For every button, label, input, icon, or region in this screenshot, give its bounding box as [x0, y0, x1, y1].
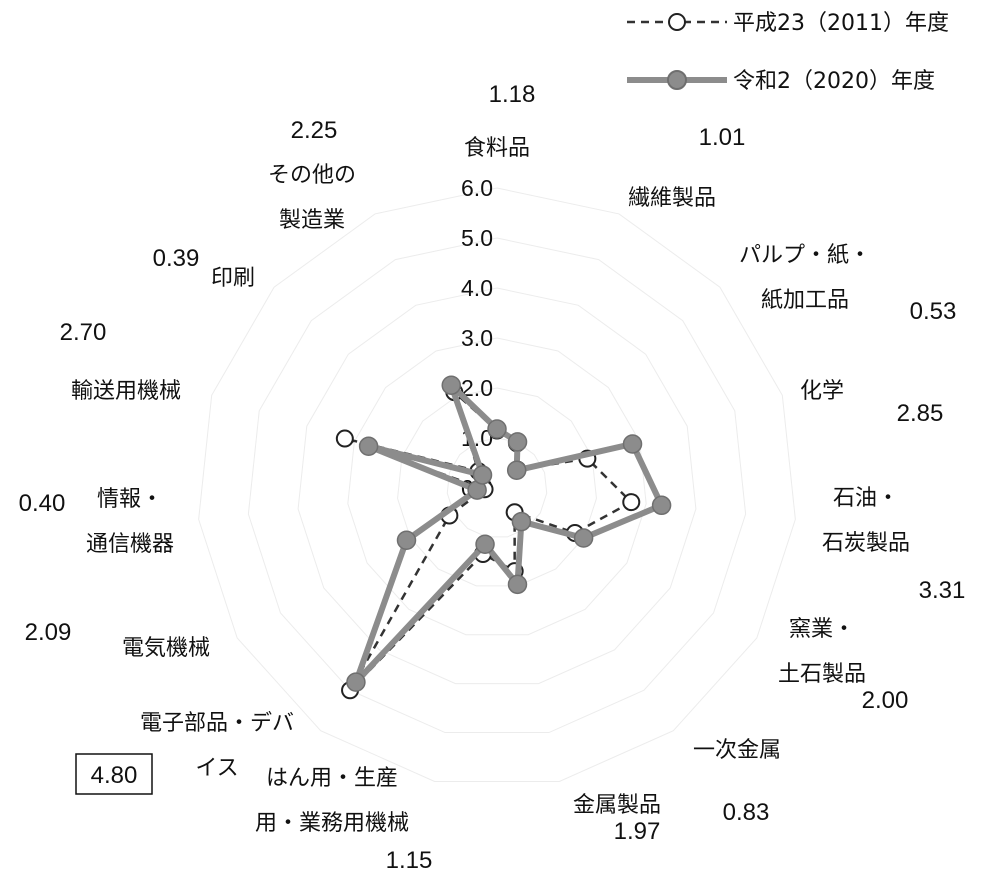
value-label: 2.09 [25, 619, 72, 646]
axis-tick-label: 4.0 [461, 275, 493, 301]
series-point-2 [506, 460, 527, 481]
value-labels: 1.18 1.01 0.53 2.85 3.31 2.00 0.83 1.97 1.15 4.80… [19, 81, 966, 872]
series-point-2 [507, 574, 528, 595]
series-point-2 [573, 528, 594, 548]
category-label: 繊維製品 [628, 186, 716, 211]
value-label: 1.01 [699, 124, 746, 151]
value-label: 3.31 [919, 577, 966, 604]
category-label: 印刷 [211, 266, 255, 291]
category-label: 電子部品・デバイス [140, 711, 294, 781]
value-label: 0.39 [153, 245, 200, 272]
series-point-2 [475, 534, 495, 554]
grid-ring [198, 187, 796, 782]
grid-layer [198, 187, 796, 782]
series-point-2 [358, 436, 379, 457]
legend-label: 令和2（2020）年度 [733, 69, 935, 94]
category-label: 食料品 [464, 136, 530, 161]
value-label: 2.85 [897, 400, 944, 427]
series-point-1 [622, 493, 641, 512]
value-label: 1.97 [614, 818, 661, 845]
category-label: 輸送用機械 [71, 379, 181, 404]
category-label: 金属製品 [573, 793, 661, 818]
series-layer [335, 375, 672, 700]
value-label: 2.25 [291, 117, 338, 144]
value-label: 0.40 [19, 490, 66, 517]
highlight-box [75, 753, 153, 795]
category-label: パルプ・紙・紙加工品 [739, 243, 871, 313]
series-point-2 [511, 511, 532, 532]
category-label: 窯業・土石製品 [778, 617, 866, 687]
legend-swatch-marker [668, 13, 686, 31]
value-label: 2.70 [60, 319, 107, 346]
series-point-2 [622, 434, 643, 454]
category-labels: 食料品繊維製品パルプ・紙・紙加工品化学石油・石炭製品窯業・土石製品一次金属金属製… [71, 136, 910, 836]
series-point-2 [396, 530, 417, 550]
axis-tick-label: 3.0 [461, 325, 493, 351]
category-label: その他の製造業 [268, 163, 356, 233]
series-point-2 [441, 375, 461, 395]
series-point-2 [472, 465, 493, 485]
category-label: 情報・通信機器 [86, 487, 174, 557]
value-label: 0.53 [910, 298, 957, 325]
axis-tick-label: 6.0 [461, 175, 493, 201]
category-label: 一次金属 [693, 738, 781, 763]
value-label: 4.80 [91, 762, 138, 789]
value-label: 0.83 [723, 799, 770, 826]
category-label: 石油・石炭製品 [822, 486, 910, 556]
grid-ring [397, 387, 597, 587]
series-line-2 [352, 382, 665, 686]
value-label: 1.15 [386, 847, 433, 872]
series-point-2 [346, 672, 366, 692]
series-point-2 [487, 419, 507, 439]
category-label: 電気機械 [122, 636, 210, 661]
series-point-2 [507, 432, 528, 452]
value-label: 1.18 [489, 81, 536, 108]
grid-ring [247, 237, 747, 734]
series-point-2 [651, 495, 672, 516]
grid-ring [297, 287, 697, 685]
grid-ring [347, 337, 647, 636]
category-label: はん用・生産用・業務用機械 [255, 766, 409, 836]
category-label: 化学 [800, 379, 844, 404]
axis-tick-label: 5.0 [461, 225, 493, 251]
legend-swatch-marker [667, 70, 687, 90]
value-label: 2.00 [862, 687, 909, 714]
series-point-1 [335, 429, 354, 448]
legend-label: 平成23（2011）年度 [733, 11, 949, 36]
